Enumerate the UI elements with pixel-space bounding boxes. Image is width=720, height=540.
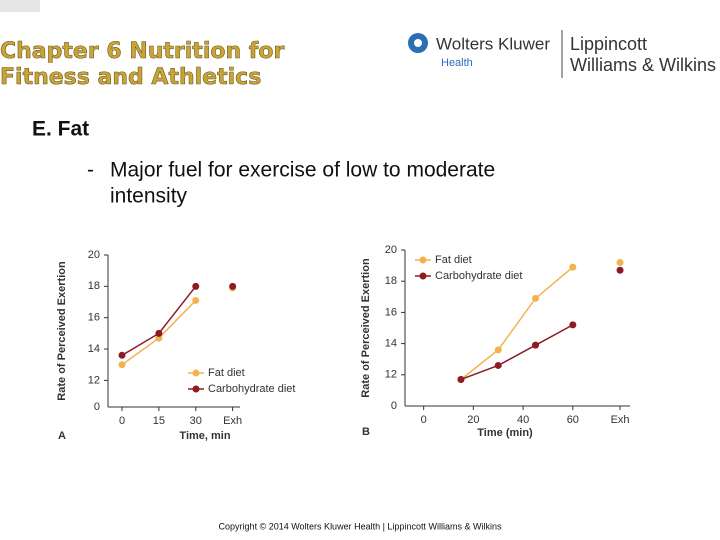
logo-brand: Wolters Kluwer xyxy=(436,34,550,53)
data-point xyxy=(494,346,502,354)
slide-title: Chapter 6 Nutrition for xyxy=(0,39,284,64)
x-tick-label: 40 xyxy=(517,414,529,426)
bullet-text: intensity xyxy=(110,185,188,208)
section-heading: E. Fat xyxy=(32,118,89,141)
data-point xyxy=(616,266,624,274)
slide-title: Fitness and Athletics xyxy=(0,65,261,90)
y-break-label: 0 xyxy=(94,401,100,413)
data-point xyxy=(229,282,237,290)
x-tick-label: Exh xyxy=(611,414,630,426)
y-axis-label: Rate of Perceived Exertion xyxy=(56,261,68,401)
data-point xyxy=(616,258,624,266)
bullet-marker: - xyxy=(87,159,94,182)
data-point xyxy=(192,282,200,290)
data-point xyxy=(569,263,577,271)
logo-imprint: Lippincott xyxy=(570,34,647,54)
data-point xyxy=(457,375,465,383)
series-line xyxy=(122,286,233,355)
x-axis-label: Time (min) xyxy=(477,427,533,439)
chart: 0 12 14 16 18 20 0 20 40 60 Exh Time (min) Rate of P… xyxy=(360,244,630,439)
legend-label: Carbohydrate diet xyxy=(435,270,522,282)
data-point xyxy=(155,329,163,337)
panel-label: B xyxy=(362,426,370,438)
legend-marker xyxy=(419,256,427,264)
y-tick-label: 12 xyxy=(385,369,397,381)
data-point xyxy=(192,296,200,304)
y-break-label: 0 xyxy=(391,400,397,412)
bullet-text: Major fuel for exercise of low to modera… xyxy=(110,159,495,182)
chart: 0 12 14 16 18 20 0 15 30 Exh Time, min Rate of Perc… xyxy=(56,249,296,442)
corner-decoration xyxy=(0,0,40,12)
x-tick-label: 20 xyxy=(467,414,479,426)
y-axis-label: Rate of Perceived Exertion xyxy=(360,258,372,398)
logo-division: Health xyxy=(441,57,473,69)
x-tick-label: 0 xyxy=(119,415,125,427)
x-tick-label: Exh xyxy=(223,415,242,427)
legend-label: Fat diet xyxy=(208,367,245,379)
legend-marker xyxy=(192,385,200,393)
data-point xyxy=(118,361,126,369)
y-tick-label: 16 xyxy=(385,306,397,318)
x-tick-label: 60 xyxy=(567,414,579,426)
y-tick-label: 14 xyxy=(88,343,100,355)
data-point xyxy=(532,341,540,349)
legend-marker xyxy=(419,272,427,280)
footer: Copyright © 2014 Wolters Kluwer Health |… xyxy=(219,521,502,531)
panel-label: A xyxy=(58,430,66,442)
y-tick-label: 20 xyxy=(88,249,100,261)
y-tick-label: 14 xyxy=(385,338,397,350)
legend-label: Carbohydrate diet xyxy=(208,383,295,395)
data-point xyxy=(118,351,126,359)
logo-imprint: Williams & Wilkins xyxy=(570,55,716,75)
y-tick-label: 18 xyxy=(385,275,397,287)
logo-mark xyxy=(414,39,422,47)
y-tick-label: 18 xyxy=(88,280,100,292)
series-line xyxy=(461,270,620,379)
x-tick-label: 30 xyxy=(190,415,202,427)
data-point xyxy=(494,361,502,369)
x-axis-label: Time, min xyxy=(179,430,230,442)
y-tick-label: 16 xyxy=(88,312,100,324)
series-line xyxy=(122,288,233,365)
data-point xyxy=(532,294,540,302)
x-tick-label: 15 xyxy=(153,415,165,427)
logo: Wolters Kluwer Health Lippincott William… xyxy=(408,30,716,78)
y-tick-label: 20 xyxy=(385,244,397,256)
y-tick-label: 12 xyxy=(88,374,100,386)
legend-label: Fat diet xyxy=(435,254,472,266)
legend-marker xyxy=(192,369,200,377)
data-point xyxy=(569,321,577,329)
x-tick-label: 0 xyxy=(421,414,427,426)
